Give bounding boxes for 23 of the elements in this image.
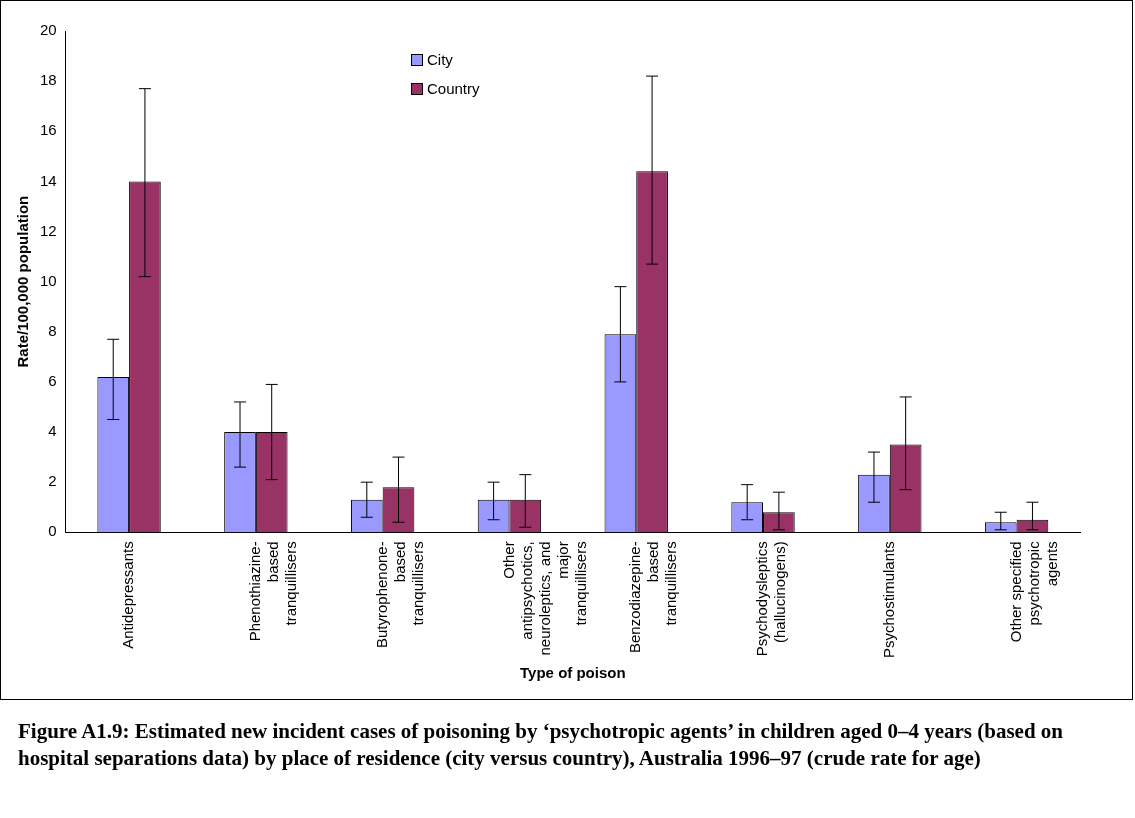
text: Figure A1.9: Estimated new incident cases of poisoning by ‘psychotropic agents’ in children aged 0–4 years (based on hospital separations data) by place of residence (city versus country), Australia 1996–97 (crude rate for age)	[17, 718, 1064, 773]
y-tick-label: 20	[40, 21, 57, 39]
x-tick-label: Antidepressants	[119, 541, 137, 649]
x-tick-label: Psychodysleptics (hallucinogens)	[753, 541, 789, 657]
y-tick-label: 16	[40, 121, 57, 139]
x-axis-title: Type of poison	[520, 664, 626, 682]
legend-label: Country	[427, 80, 480, 97]
x-tick-label: Other antipsychotics, neuroleptics, and major tranquillisers	[499, 541, 589, 656]
y-axis-title: Rate/100,000 population	[14, 195, 32, 368]
y-tick-label: 6	[48, 372, 57, 390]
y-tick-label: 4	[48, 422, 57, 440]
x-tick-label: Phenothiazine-based tranquillisers	[246, 541, 300, 642]
x-tick-label: Other specified psychotropic agents	[1006, 540, 1060, 643]
y-tick-label: 10	[40, 271, 57, 289]
x-tick-label: Butyrophenone-based tranquillisers	[372, 541, 426, 649]
y-tick-label: 2	[48, 472, 57, 490]
y-tick-label: 12	[40, 221, 57, 239]
x-tick-label: Psychostimulants	[879, 541, 897, 659]
y-tick-label: 0	[48, 522, 57, 540]
legend-label: City	[427, 51, 453, 68]
y-tick-label: 18	[40, 71, 57, 89]
y-tick-label: 14	[40, 171, 57, 189]
y-tick-label: 8	[48, 321, 57, 339]
